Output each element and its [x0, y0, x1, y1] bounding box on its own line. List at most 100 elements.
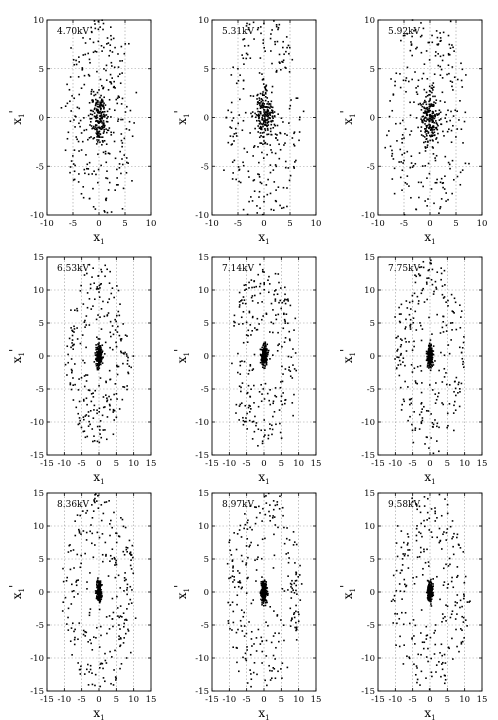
data-point: [88, 101, 91, 104]
data-point: [67, 131, 70, 134]
data-point: [400, 611, 403, 614]
data-point: [445, 620, 447, 622]
data-point: [97, 20, 100, 23]
data-point: [262, 352, 264, 354]
data-point: [91, 113, 94, 116]
data-point: [288, 179, 291, 182]
x-tick-label: 10: [477, 219, 488, 229]
data-point: [434, 95, 436, 98]
data-point: [96, 592, 99, 594]
data-point: [238, 291, 241, 294]
data-point: [278, 157, 281, 160]
x-tick-label: 15: [311, 695, 322, 705]
data-point: [277, 26, 280, 29]
data-point: [270, 50, 272, 52]
data-point: [112, 411, 115, 413]
data-point: [294, 352, 297, 354]
data-point: [114, 318, 116, 321]
y-tick-label: -10: [195, 418, 209, 428]
data-point: [100, 356, 103, 359]
data-point: [430, 591, 433, 594]
data-point: [427, 410, 430, 412]
data-point: [294, 562, 296, 564]
data-point: [86, 272, 88, 275]
data-point: [108, 54, 110, 57]
data-point: [99, 359, 102, 362]
data-point: [231, 119, 233, 122]
y-tick-label: -15: [195, 687, 209, 697]
data-point: [99, 594, 101, 597]
data-point: [112, 684, 115, 686]
data-point: [239, 181, 242, 184]
data-point: [97, 101, 99, 104]
data-point: [270, 641, 273, 644]
data-point: [410, 402, 413, 405]
data-point: [292, 613, 295, 616]
data-point: [81, 67, 84, 69]
data-point: [428, 596, 430, 599]
data-point: [425, 110, 427, 113]
data-point: [80, 376, 83, 379]
data-point: [447, 344, 450, 346]
data-point: [448, 163, 451, 166]
data-point: [69, 568, 72, 571]
data-point: [106, 117, 108, 120]
data-point: [449, 167, 451, 170]
data-point: [423, 112, 426, 114]
data-point: [403, 34, 406, 37]
data-point: [263, 579, 266, 581]
data-point: [428, 172, 431, 175]
data-point: [438, 541, 441, 544]
data-point: [255, 285, 258, 288]
data-point: [79, 125, 81, 128]
data-point: [257, 428, 260, 431]
data-point: [241, 586, 243, 589]
data-point: [104, 652, 106, 655]
data-point: [71, 334, 74, 337]
data-point: [261, 393, 263, 395]
data-point: [273, 290, 276, 292]
y-tick-label: 0: [370, 114, 375, 124]
data-point: [117, 66, 120, 68]
data-point: [415, 208, 417, 211]
data-point: [293, 591, 296, 594]
data-point: [413, 582, 416, 585]
data-point: [427, 586, 429, 589]
data-point: [396, 140, 398, 142]
data-point: [272, 322, 275, 325]
data-point: [245, 632, 248, 635]
data-point: [98, 596, 101, 599]
y-tick-label: 5: [39, 319, 44, 329]
data-point: [415, 87, 417, 89]
data-point: [259, 361, 262, 364]
data-point: [266, 193, 269, 196]
data-point: [436, 36, 439, 39]
data-point: [75, 59, 77, 62]
data-point: [298, 574, 301, 576]
data-point: [253, 146, 255, 149]
data-point: [89, 639, 91, 641]
data-point: [89, 113, 92, 115]
data-point: [68, 544, 71, 547]
data-point: [101, 533, 104, 535]
data-point: [440, 267, 443, 269]
data-point: [130, 366, 133, 369]
data-point: [431, 358, 433, 361]
data-point: [92, 127, 94, 129]
data-point: [271, 109, 274, 112]
data-point: [250, 685, 252, 688]
data-point: [431, 110, 434, 113]
data-point: [105, 131, 108, 134]
data-point: [257, 628, 260, 631]
data-point: [282, 46, 284, 49]
data-point: [83, 274, 86, 276]
data-point: [112, 611, 115, 614]
data-point: [297, 620, 300, 623]
data-point: [101, 122, 103, 124]
data-point: [447, 565, 450, 567]
data-point: [79, 566, 82, 569]
data-point: [456, 110, 458, 113]
y-tick-label: -5: [36, 385, 44, 395]
data-point: [270, 321, 273, 324]
